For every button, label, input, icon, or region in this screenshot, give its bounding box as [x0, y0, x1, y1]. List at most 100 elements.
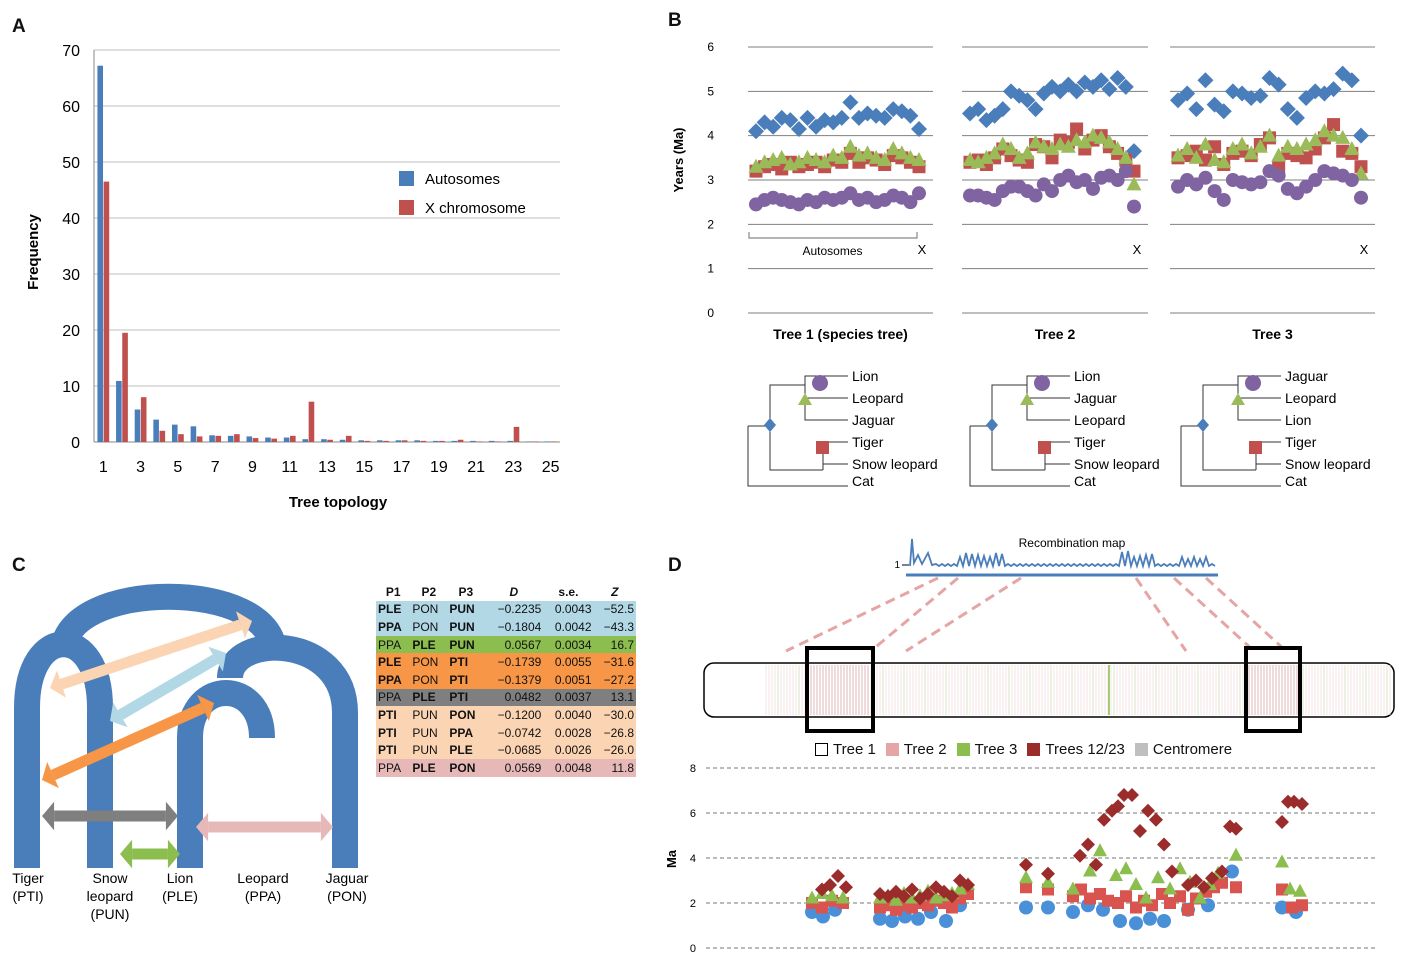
circle-marker — [1077, 173, 1092, 187]
legend-swatch — [1027, 743, 1041, 756]
table-cell: PLE — [449, 743, 473, 758]
gene-flow-arrow-head — [197, 694, 214, 721]
triangle-marker — [1085, 127, 1101, 142]
tree3-point — [805, 890, 819, 904]
y-tick-label: 2 — [690, 898, 696, 910]
diamond-marker — [1353, 127, 1369, 144]
y-tick-label: 30 — [62, 267, 80, 284]
x-tick-label: 13 — [318, 459, 336, 476]
tree-leaf-label: Snow leopard — [1285, 456, 1371, 472]
tree1-point — [1129, 916, 1143, 931]
tree3-point — [1151, 870, 1165, 884]
tree-leaf-label: Lion — [1074, 368, 1100, 384]
trees-12-23-point — [1073, 848, 1087, 863]
bar-autosomes — [265, 437, 271, 442]
triangle-marker — [791, 154, 807, 169]
table-cell: 0.0028 — [554, 725, 592, 740]
tree-leaf-label: Tiger — [1285, 434, 1317, 450]
table-row: PPA PLE PTI 0.0482 0.0037 13.1 — [376, 688, 636, 707]
bar-x-chromosome — [420, 440, 427, 442]
circle-marker — [1086, 181, 1100, 196]
triangle-marker — [774, 149, 790, 164]
triangle-marker — [1289, 140, 1305, 155]
bar-autosomes — [302, 439, 309, 442]
diamond-node-marker — [764, 418, 776, 432]
trees-12-23-point — [1189, 873, 1203, 888]
tree2-point — [1286, 901, 1298, 914]
triangle-marker — [978, 149, 994, 164]
legend-swatch — [956, 743, 970, 756]
bar-autosomes — [339, 439, 346, 442]
tree-leaf-label: Leopard — [852, 390, 903, 406]
species-label: (PLE) — [162, 888, 198, 904]
tree2-point — [1120, 890, 1132, 903]
tree-branch — [1026, 385, 1070, 421]
table-cell: 0.0040 — [554, 707, 592, 722]
trees-12-23-point — [823, 878, 837, 892]
tree-branch — [50, 583, 287, 655]
tree3-point — [1119, 861, 1133, 875]
bar-autosomes — [209, 435, 215, 442]
triangle-marker — [1225, 140, 1241, 155]
diamond-marker — [1027, 101, 1044, 118]
trees-12-23-point — [921, 887, 935, 901]
tree-leaf-label: Tiger — [852, 434, 884, 450]
triangle-node-marker — [1231, 393, 1245, 405]
legend: Autosomes X chromosome — [399, 171, 526, 217]
diamond-marker — [902, 107, 919, 124]
circle-marker — [1344, 173, 1359, 187]
x-tick-label: 3 — [136, 459, 145, 476]
triangle-marker — [1011, 149, 1027, 164]
table-cell: PUN — [449, 637, 475, 652]
tree2-point — [1230, 881, 1242, 894]
tree2-point — [1164, 897, 1176, 909]
diamond-marker — [868, 107, 885, 124]
diamond-marker — [911, 121, 927, 138]
triangle-marker — [1110, 140, 1126, 155]
tree1-point — [1143, 911, 1157, 926]
y-tick-label: 8 — [690, 763, 696, 775]
diamond-marker — [799, 109, 816, 126]
triangle-marker — [1298, 136, 1314, 151]
y-tick-label: 0 — [690, 943, 696, 953]
diamond-marker — [765, 118, 782, 135]
table-cell: PUN — [412, 743, 438, 758]
x-tick-label: 11 — [281, 459, 298, 476]
table-cell: PUN — [412, 707, 438, 722]
bar-autosomes — [488, 440, 495, 442]
column-header: P1 — [385, 584, 401, 599]
legend-swatch — [885, 743, 899, 756]
tree-branch — [991, 426, 1045, 471]
bar-autosomes — [526, 441, 532, 442]
table-cell: PUN — [412, 725, 438, 740]
trees-12-23-point — [1295, 797, 1309, 811]
bar-x-chromosome — [495, 441, 501, 442]
tree1-point — [1225, 864, 1239, 879]
table-cell: PON — [412, 619, 439, 634]
bar-x-chromosome — [550, 441, 557, 442]
diamond-marker — [1019, 92, 1036, 109]
table-cell: PLE — [412, 690, 436, 705]
x-tick-label: 15 — [355, 459, 373, 476]
legend-label: Trees 12/23 — [1045, 741, 1125, 758]
triangle-marker — [1252, 138, 1268, 153]
trees-12-23-point — [1133, 824, 1147, 838]
table-row: PLE PON PTI −0.1739 0.0055 −31.6 — [376, 653, 636, 671]
table-cell: −0.0685 — [497, 743, 542, 758]
bar-autosomes — [544, 441, 551, 442]
bar-x-chromosome — [159, 430, 166, 442]
trees-12-23-point — [1275, 815, 1289, 829]
trees-12-23-point — [1141, 803, 1155, 818]
y-tick-label: 4 — [690, 853, 696, 865]
bar-autosomes — [227, 435, 234, 442]
triangle-marker — [1335, 129, 1351, 144]
diamond-marker — [1270, 76, 1287, 93]
table-header-row: P1 P2 P3 D s.e. Z — [376, 583, 636, 601]
y-tick-label: 6 — [707, 40, 714, 54]
legend-label-autosomes: Autosomes — [425, 171, 500, 188]
tree1-point — [885, 914, 899, 928]
diamond-marker — [1068, 83, 1085, 100]
circle-marker — [1045, 184, 1059, 199]
tree-branch — [748, 384, 805, 427]
bar-x-chromosome — [364, 440, 371, 442]
